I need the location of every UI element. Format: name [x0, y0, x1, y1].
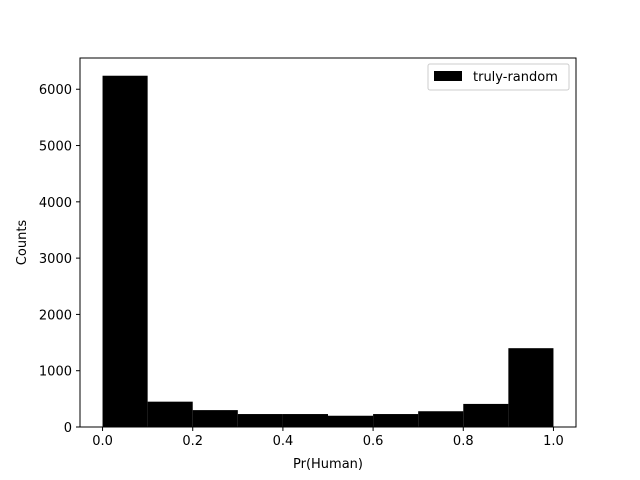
- x-tick-label: 0.0: [92, 434, 113, 449]
- y-tick-label: 5000: [39, 140, 72, 155]
- y-axis: 0 1000 2000 3000 4000 5000 6000: [39, 83, 80, 436]
- x-tick-label: 0.4: [273, 434, 294, 449]
- x-axis: 0.0 0.2 0.4 0.6 0.8 1.0: [92, 427, 564, 449]
- histogram-bar: [418, 411, 464, 427]
- legend-label: truly-random: [473, 70, 558, 85]
- histogram-bar: [102, 75, 148, 427]
- y-tick-label: 1000: [39, 365, 72, 380]
- legend-box: [427, 63, 570, 91]
- histogram-bar: [373, 414, 419, 427]
- x-tick-label: 0.2: [182, 434, 203, 449]
- y-tick-label: 4000: [39, 196, 72, 211]
- histogram-bar: [328, 415, 374, 427]
- legend: truly-random: [427, 63, 570, 91]
- x-axis-label: Pr(Human): [293, 457, 363, 472]
- y-tick-label: 2000: [39, 308, 72, 323]
- x-tick-label: 0.8: [453, 434, 474, 449]
- x-tick-label: 0.6: [363, 434, 384, 449]
- x-tick-label: 1.0: [543, 434, 564, 449]
- bars-group: [102, 75, 554, 427]
- histogram-bar: [508, 348, 554, 427]
- y-axis-label: Counts: [15, 220, 30, 266]
- histogram-bar: [463, 403, 509, 427]
- y-tick-label: 0: [64, 421, 72, 436]
- histogram-bar: [147, 401, 193, 427]
- histogram-bar: [282, 414, 328, 427]
- histogram-bar: [192, 410, 238, 427]
- plot-frame: [79, 57, 577, 428]
- y-tick-label: 3000: [39, 252, 72, 267]
- y-tick-label: 6000: [39, 83, 72, 98]
- legend-swatch: [434, 71, 462, 81]
- histogram-bar: [237, 414, 283, 427]
